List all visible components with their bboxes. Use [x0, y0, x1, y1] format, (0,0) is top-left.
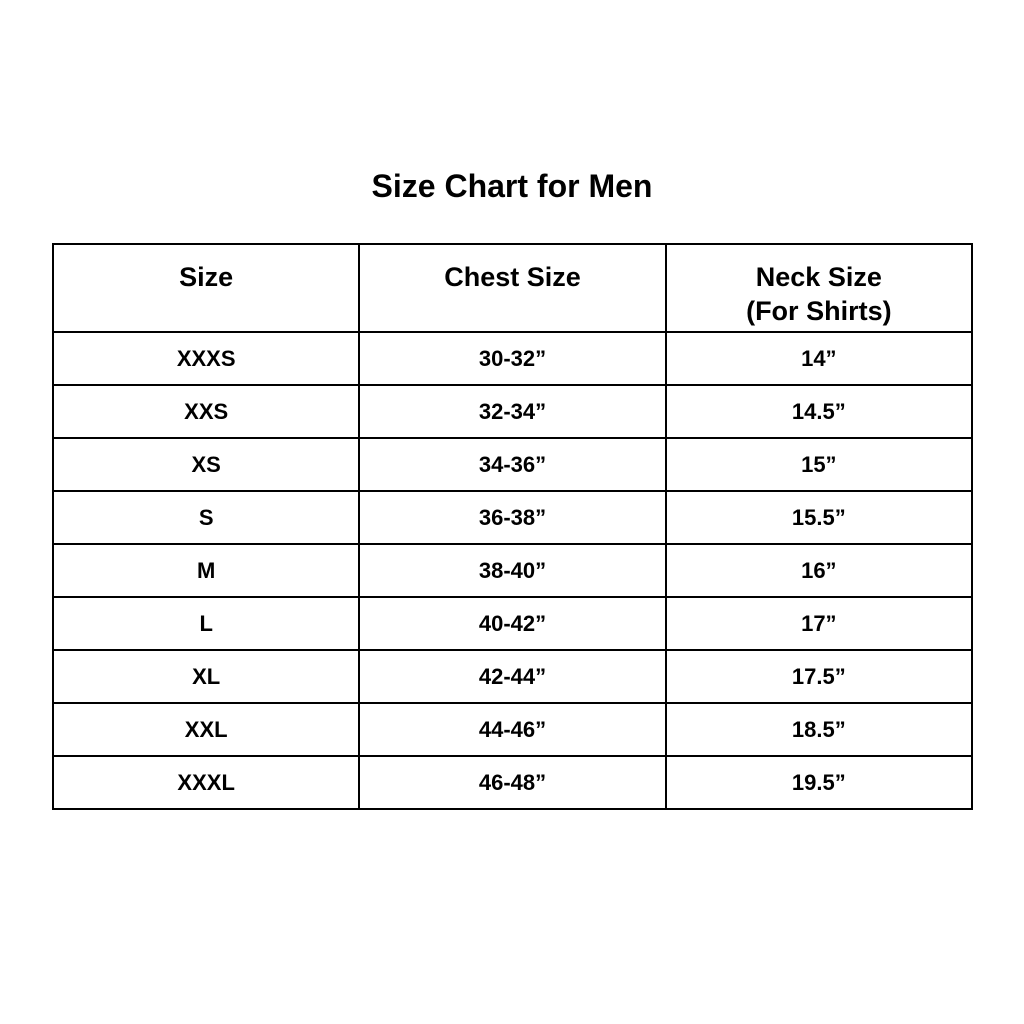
table-row: XXL 44-46” 18.5” — [51, 702, 974, 757]
chest-size-cell: 32-34” — [358, 384, 667, 439]
neck-size-cell: 18.5” — [664, 702, 974, 757]
neck-size-cell: 14” — [664, 331, 974, 386]
size-cell: XXL — [51, 702, 361, 757]
chest-size-cell: 38-40” — [358, 543, 667, 598]
chest-size-cell: 44-46” — [358, 702, 667, 757]
chest-size-cell: 42-44” — [358, 649, 667, 704]
header-neck-size: Neck Size (For Shirts) — [664, 243, 974, 333]
chest-size-cell: 30-32” — [358, 331, 667, 386]
size-chart-table: Size Chest Size Neck Size (For Shirts) XX… — [51, 243, 974, 810]
size-cell: XS — [51, 437, 361, 492]
neck-size-cell: 19.5” — [664, 755, 974, 810]
size-cell: L — [51, 596, 361, 651]
table-row: XXXS 30-32” 14” — [51, 331, 974, 386]
page-title: Size Chart for Men — [371, 168, 653, 204]
header-neck-size-note: (For Shirts) — [746, 296, 892, 326]
neck-size-cell: 17.5” — [664, 649, 974, 704]
neck-size-cell: 14.5” — [664, 384, 974, 439]
header-row: Size Chest Size Neck Size (For Shirts) — [51, 243, 974, 333]
table-row: XL 42-44” 17.5” — [51, 649, 974, 704]
table-row: XS 34-36” 15” — [51, 437, 974, 492]
size-cell: XL — [51, 649, 361, 704]
table-row: XXXL 46-48” 19.5” — [51, 755, 974, 810]
table-row: XXS 32-34” 14.5” — [51, 384, 974, 439]
size-cell: M — [51, 543, 361, 598]
neck-size-cell: 15” — [664, 437, 974, 492]
table-row: S 36-38” 15.5” — [51, 490, 974, 545]
header-chest-size: Chest Size — [358, 243, 667, 333]
size-cell: XXS — [51, 384, 361, 439]
chest-size-cell: 36-38” — [358, 490, 667, 545]
size-cell: XXXL — [51, 755, 361, 810]
size-cell: S — [51, 490, 361, 545]
chest-size-cell: 40-42” — [358, 596, 667, 651]
neck-size-cell: 15.5” — [664, 490, 974, 545]
header-neck-size-label: Neck Size — [755, 262, 882, 292]
neck-size-cell: 16” — [664, 543, 974, 598]
neck-size-cell: 17” — [664, 596, 974, 651]
header-size: Size — [51, 243, 361, 333]
table-row: M 38-40” 16” — [51, 543, 974, 598]
chest-size-cell: 46-48” — [358, 755, 667, 810]
chest-size-cell: 34-36” — [358, 437, 667, 492]
table-row: L 40-42” 17” — [51, 596, 974, 651]
size-cell: XXXS — [51, 331, 361, 386]
